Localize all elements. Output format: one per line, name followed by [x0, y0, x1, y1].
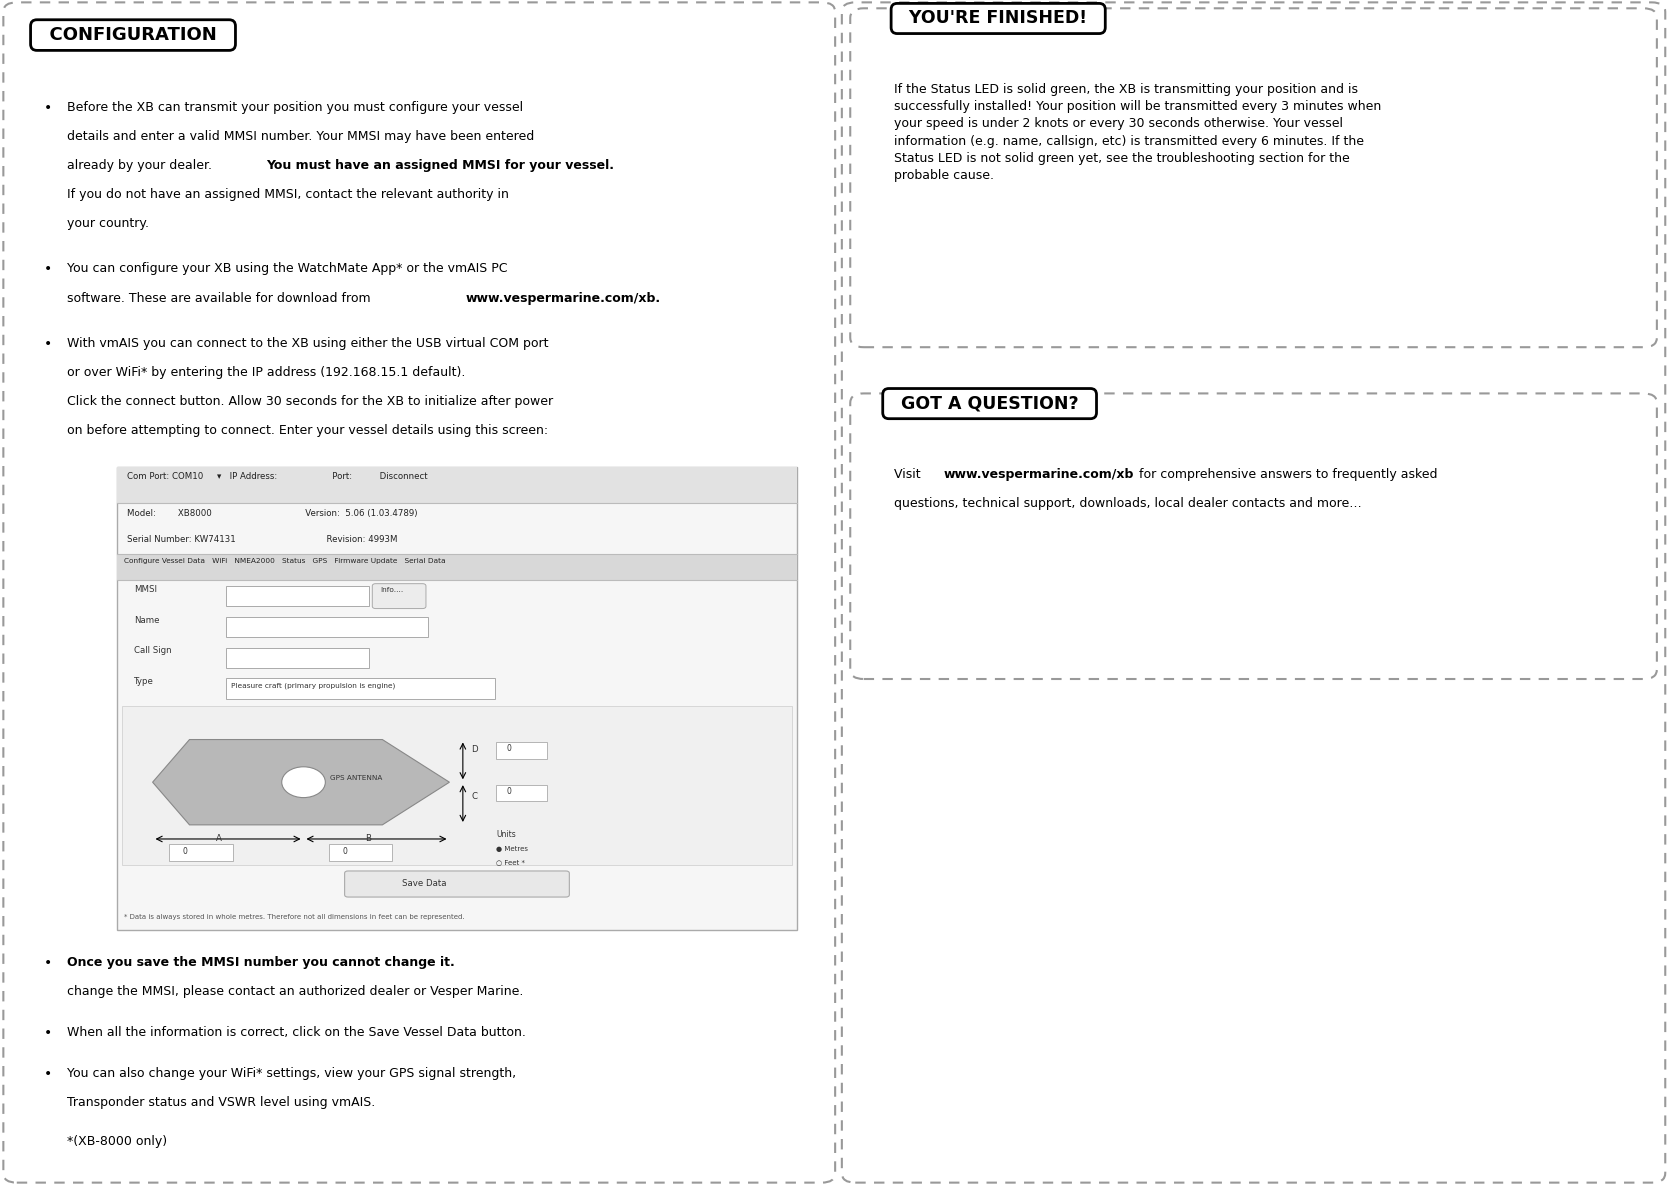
Text: Transponder status and VSWR level using vmAIS.: Transponder status and VSWR level using … [67, 1096, 376, 1109]
Text: If you do not have an assigned MMSI, contact the relevant authority in: If you do not have an assigned MMSI, con… [67, 187, 508, 200]
Text: Serial Number: KW74131                                 Revision: 4993M: Serial Number: KW74131 Revision: 4993M [127, 536, 397, 544]
FancyBboxPatch shape [122, 706, 792, 865]
Circle shape [282, 767, 325, 798]
Text: on before attempting to connect. Enter your vessel details using this screen:: on before attempting to connect. Enter y… [67, 424, 548, 437]
Text: YOU'RE FINISHED!: YOU'RE FINISHED! [897, 9, 1098, 27]
Text: •: • [44, 1066, 52, 1081]
Text: software. These are available for download from: software. These are available for downlo… [67, 292, 374, 305]
FancyBboxPatch shape [3, 2, 835, 1183]
FancyBboxPatch shape [842, 2, 1665, 1183]
Text: You can configure your XB using the WatchMate App* or the vmAIS PC: You can configure your XB using the Watc… [67, 263, 508, 275]
Text: Model:        XB8000                                  Version:  5.06 (1.03.4789): Model: XB8000 Version: 5.06 (1.03.4789) [127, 510, 418, 518]
FancyBboxPatch shape [344, 871, 569, 897]
FancyBboxPatch shape [850, 393, 1657, 679]
Text: for comprehensive answers to frequently asked: for comprehensive answers to frequently … [1135, 468, 1437, 481]
Text: details and enter a valid MMSI number. Your MMSI may have been entered: details and enter a valid MMSI number. Y… [67, 129, 535, 142]
Text: Pleasure craft (primary propulsion is engine): Pleasure craft (primary propulsion is en… [231, 683, 396, 688]
Text: Units: Units [496, 830, 517, 839]
FancyBboxPatch shape [226, 587, 369, 607]
Text: questions, technical support, downloads, local dealer contacts and more…: questions, technical support, downloads,… [894, 498, 1362, 510]
FancyBboxPatch shape [117, 468, 797, 504]
Polygon shape [153, 739, 449, 825]
Text: 0: 0 [506, 787, 511, 796]
Text: change the MMSI, please contact an authorized dealer or Vesper Marine.: change the MMSI, please contact an autho… [67, 986, 523, 998]
FancyBboxPatch shape [226, 679, 495, 699]
Text: When all the information is correct, click on the Save Vessel Data button.: When all the information is correct, cli… [67, 1026, 527, 1039]
Text: Info....: Info.... [381, 588, 404, 594]
Text: 0: 0 [506, 744, 511, 754]
Text: GPS ANTENNA: GPS ANTENNA [330, 775, 382, 781]
Text: C: C [471, 792, 478, 801]
Text: Call Sign: Call Sign [134, 647, 171, 655]
Text: •: • [44, 956, 52, 971]
Text: Save Data: Save Data [401, 879, 446, 889]
Text: www.vespermarine.com/xb.: www.vespermarine.com/xb. [466, 292, 661, 305]
Text: •: • [44, 337, 52, 351]
Text: 0: 0 [183, 847, 188, 857]
Text: MMSI: MMSI [134, 585, 158, 594]
Text: Visit: Visit [894, 468, 924, 481]
FancyBboxPatch shape [117, 468, 797, 930]
Text: your country.: your country. [67, 217, 149, 230]
Text: With vmAIS you can connect to the XB using either the USB virtual COM port: With vmAIS you can connect to the XB usi… [67, 337, 548, 350]
FancyBboxPatch shape [850, 8, 1657, 347]
Text: •: • [44, 1026, 52, 1040]
Text: already by your dealer.: already by your dealer. [67, 159, 216, 172]
Text: •: • [44, 263, 52, 276]
FancyBboxPatch shape [226, 648, 369, 668]
Text: ● Metres: ● Metres [496, 846, 528, 852]
Text: Type: Type [134, 678, 154, 686]
Text: You can also change your WiFi* settings, view your GPS signal strength,: You can also change your WiFi* settings,… [67, 1066, 517, 1080]
FancyBboxPatch shape [329, 844, 392, 861]
Text: Com Port: COM10     ▾   IP Address:                    Port:          Disconnect: Com Port: COM10 ▾ IP Address: Port: Disc… [127, 473, 428, 481]
FancyBboxPatch shape [372, 584, 426, 609]
Text: Configure Vessel Data   WiFi   NMEA2000   Status   GPS   Firmware Update   Seria: Configure Vessel Data WiFi NMEA2000 Stat… [124, 558, 446, 564]
Text: Name: Name [134, 616, 159, 624]
FancyBboxPatch shape [226, 617, 428, 638]
FancyBboxPatch shape [169, 844, 233, 861]
Text: •: • [44, 101, 52, 115]
Text: or over WiFi* by entering the IP address (192.168.15.1 default).: or over WiFi* by entering the IP address… [67, 366, 466, 379]
Text: Before the XB can transmit your position you must configure your vessel: Before the XB can transmit your position… [67, 101, 523, 114]
Text: A: A [216, 834, 223, 844]
Text: GOT A QUESTION?: GOT A QUESTION? [889, 395, 1090, 412]
Text: 0: 0 [342, 847, 347, 857]
Text: * Data is always stored in whole metres. Therefore not all dimensions in feet ca: * Data is always stored in whole metres.… [124, 914, 465, 920]
Text: *(XB-8000 only): *(XB-8000 only) [67, 1135, 168, 1147]
FancyBboxPatch shape [496, 742, 547, 758]
Text: Click the connect button. Allow 30 seconds for the XB to initialize after power: Click the connect button. Allow 30 secon… [67, 396, 553, 408]
Text: D: D [471, 745, 478, 755]
Text: ○ Feet *: ○ Feet * [496, 859, 525, 865]
FancyBboxPatch shape [117, 555, 797, 581]
Text: If the Status LED is solid green, the XB is transmitting your position and is
su: If the Status LED is solid green, the XB… [894, 83, 1382, 182]
FancyBboxPatch shape [496, 784, 547, 801]
Text: B: B [366, 834, 371, 844]
Text: You must have an assigned MMSI for your vessel.: You must have an assigned MMSI for your … [267, 159, 614, 172]
Text: CONFIGURATION: CONFIGURATION [37, 26, 230, 44]
Text: www.vespermarine.com/xb: www.vespermarine.com/xb [944, 468, 1134, 481]
Text: Once you save the MMSI number you cannot change it.: Once you save the MMSI number you cannot… [67, 956, 454, 969]
